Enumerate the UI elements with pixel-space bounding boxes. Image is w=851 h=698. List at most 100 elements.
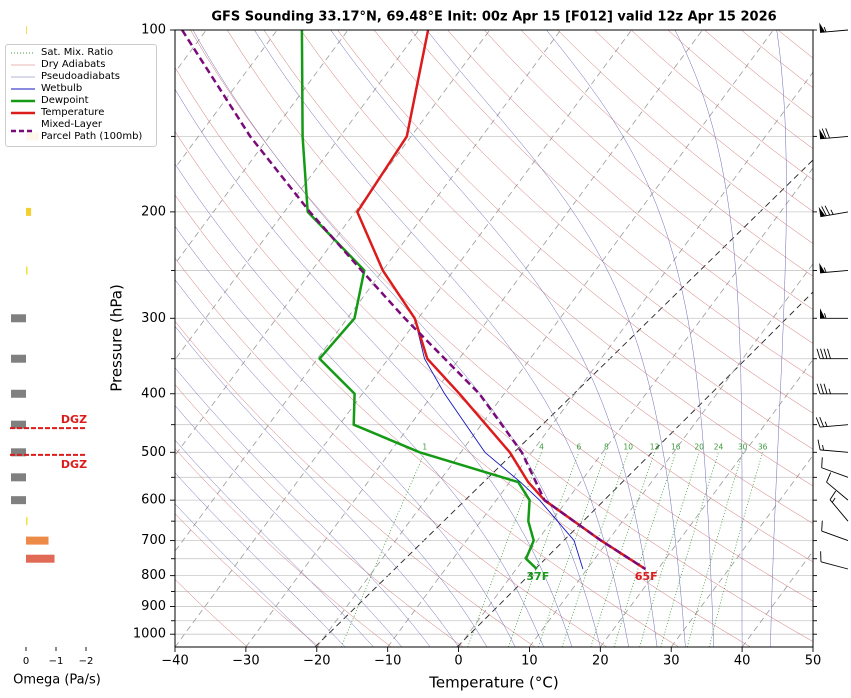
mixing-ratio-line [340, 452, 426, 647]
mixing-ratio-line [686, 452, 743, 647]
wind-barb-flag [819, 128, 826, 139]
legend: Sat. Mix. Ratio Dry Adiabats Pseudoadiabat… [5, 44, 157, 147]
isotherm [458, 167, 813, 647]
moist-adiabat [770, 30, 787, 647]
dgz-label: DGZ [61, 458, 87, 471]
moist-adiabat [175, 279, 488, 647]
isotherm [175, 30, 632, 647]
mixing-ratio-label: 20 [694, 442, 704, 451]
y-tick-label: 600 [141, 493, 166, 508]
omega-axis-label: Omega (Pa/s) [13, 673, 101, 688]
moist-adiabat [426, 30, 686, 647]
moist-adiabat [175, 225, 516, 647]
moist-adiabat [175, 367, 431, 647]
dry-adiabat [190, 30, 813, 602]
moist-adiabat [175, 88, 573, 647]
legend-item: Mixed-Layer Parcel Path (100mb) [6, 119, 156, 143]
omega-bar [11, 448, 26, 457]
chart-title: GFS Sounding 33.17°N, 69.48°E Init: 00z … [211, 10, 776, 25]
plot-frame [174, 29, 814, 648]
legend-label: Sat. Mix. Ratio [41, 47, 114, 58]
omega-bar [11, 389, 26, 398]
profile-line [300, 30, 538, 570]
x-tick-label: 50 [805, 654, 822, 669]
profile-line [414, 318, 584, 570]
omega-bar [11, 473, 26, 482]
legend-swatch [11, 111, 35, 115]
moist-adiabat [330, 30, 658, 647]
y-tick-label: 300 [141, 311, 166, 326]
x-tick-label: −20 [303, 654, 330, 669]
wind-barb [821, 457, 849, 478]
isotherm [741, 550, 813, 647]
mixing-ratio-label: 36 [758, 442, 768, 451]
mixing-ratio-label: 13 [650, 442, 660, 451]
background-lines [175, 30, 813, 647]
omega-bar [11, 420, 26, 429]
isotherm [812, 646, 813, 647]
mixing-ratio-line [467, 452, 542, 647]
dry-adiabat [175, 257, 608, 647]
dry-adiabat [175, 579, 248, 647]
x-tick-label: −40 [161, 654, 188, 669]
legend-item: Temperature [6, 107, 156, 119]
dry-adiabat [175, 131, 751, 647]
legend-item: Sat. Mix. Ratio [6, 47, 156, 59]
mixing-ratio-label: 1 [422, 442, 427, 451]
omega-bar [26, 517, 28, 526]
wind-barb [820, 26, 849, 33]
dry-adiabat [226, 30, 813, 563]
wind-barb [820, 128, 849, 140]
surface-label: 37F [526, 570, 549, 583]
wind-barb-flag [819, 262, 826, 273]
legend-label: Dewpoint [41, 95, 89, 106]
dry-adiabat [175, 384, 464, 647]
legend-item: Dewpoint [6, 95, 156, 107]
moist-adiabat [254, 30, 629, 647]
mixing-ratio-label: 4 [539, 442, 544, 451]
dry-adiabat [175, 66, 813, 642]
y-tick-label: 500 [141, 445, 166, 460]
reference-line [456, 291, 813, 647]
dry-adiabat [484, 30, 813, 310]
dry-adiabat [373, 30, 813, 414]
dry-adiabat [704, 30, 813, 119]
isotherm [175, 30, 420, 361]
reference-line [314, 159, 813, 647]
legend-label: Dry Adiabats [41, 59, 106, 70]
x-tick-label: 10 [521, 654, 538, 669]
dry-adiabat [175, 320, 536, 647]
wind-barb-flag [818, 206, 826, 217]
dry-adiabat [175, 448, 392, 647]
mixing-ratio-label: 30 [738, 442, 748, 451]
omega-bar [26, 536, 49, 545]
moist-adiabat [175, 325, 459, 647]
moist-adiabat [175, 472, 346, 647]
omega-bar [26, 266, 28, 275]
legend-label: Mixed-Layer Parcel Path (100mb) [41, 119, 143, 142]
wind-barb [820, 205, 849, 218]
mixing-ratio-label: 8 [604, 442, 609, 451]
wind-barb [820, 267, 849, 274]
moist-adiabat [175, 163, 544, 647]
isotherm [670, 454, 813, 647]
dry-adiabat [557, 30, 813, 244]
mixing-ratio-label: 10 [623, 442, 633, 451]
isotherm [245, 30, 703, 647]
dry-adiabat [630, 30, 813, 181]
wind-barb [816, 383, 848, 395]
dry-adiabat [337, 30, 813, 450]
wind-barb [826, 472, 849, 501]
isotherm [387, 71, 813, 647]
legend-swatch [11, 88, 35, 90]
wind-barb [817, 439, 849, 453]
isotherm [175, 30, 562, 552]
y-tick-label: 1000 [133, 627, 166, 642]
omega-tick-label: −2 [79, 656, 94, 667]
moist-adiabat [674, 30, 743, 647]
y-tick-label: 900 [141, 599, 166, 614]
x-tick-label: 20 [592, 654, 609, 669]
moist-adiabat [175, 405, 402, 647]
